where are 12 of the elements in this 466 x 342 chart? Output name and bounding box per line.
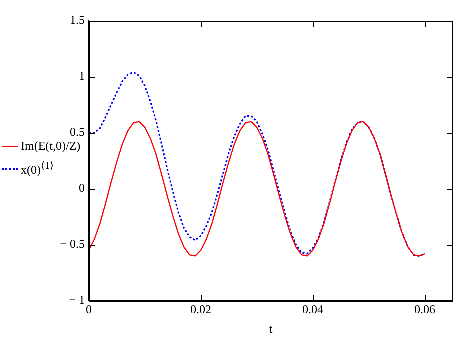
x-tick-label: 0.02	[190, 302, 212, 316]
y-tick-label: − 0.5	[60, 237, 85, 252]
legend-label: Im(E(t,0)/Z)	[21, 139, 81, 154]
y-tick-label: 1.5	[70, 13, 85, 28]
x-axis-title: t	[269, 322, 274, 336]
y-tick-label: 0.5	[70, 125, 85, 140]
y-tick-label: 0	[79, 181, 85, 196]
y-tick-label: 1	[79, 69, 85, 84]
x-tick-label: 0.06	[414, 302, 436, 316]
x-tick-label: 0.04	[302, 302, 324, 316]
y-tick-label: − 1	[69, 293, 85, 308]
legend-label: x(0)$^{⟨1⟩}$	[21, 160, 54, 178]
